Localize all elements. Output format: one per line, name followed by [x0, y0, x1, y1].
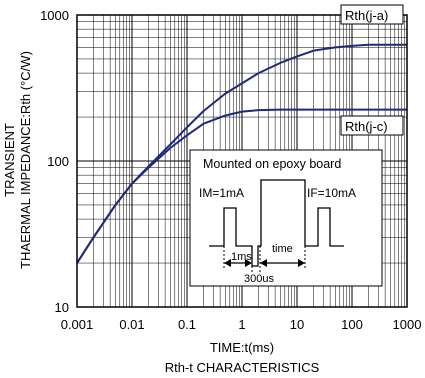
inset-300us-label: 300us [244, 273, 274, 285]
x-tick-label: 100 [341, 317, 363, 332]
inset-if-label: IF=10mA [307, 186, 356, 200]
legend-rth-ja: Rth(j-a) [340, 4, 404, 25]
x-axis-label: TIME:t(ms) [210, 340, 274, 355]
inset-title: Mounted on epoxy board [203, 157, 341, 171]
chart-title: Rth-t CHARACTERISTICS [165, 360, 320, 375]
x-tick-label: 0.1 [178, 317, 196, 332]
x-tick-label: 0.01 [119, 317, 144, 332]
legend-rth-jc-label: Rth(j-c) [345, 119, 388, 134]
inset-1ms-label: 1ms [231, 251, 252, 263]
legend-rth-jc: Rth(j-c) [340, 115, 404, 136]
inset-im-label: IM=1mA [199, 186, 244, 200]
x-tick-label: 10 [290, 317, 304, 332]
inset-time-label: time [272, 243, 293, 255]
legend-rth-ja-label: Rth(j-a) [345, 8, 388, 23]
y-tick-label: 100 [47, 154, 69, 169]
x-tick-label: 0.001 [61, 317, 94, 332]
plot-frame [76, 14, 408, 308]
y-axis-label-line1: TRANSIENT [2, 123, 17, 197]
y-axis-label-line2: THAERMAL IMPEDANCE:Rth (°C/W) [18, 51, 33, 269]
y-tick-label: 1000 [40, 8, 69, 23]
curves [76, 43, 407, 264]
y-tick-label: 10 [55, 300, 69, 315]
inset-box: Mounted on epoxy board IM=1mA IF=10mA 1m… [189, 149, 383, 287]
series-line-rth-jc [76, 108, 407, 264]
x-tick-label: 1000 [393, 317, 422, 332]
tick-labels: 0.001 0.01 0.1 1 10 100 1000 10 100 1000 [40, 8, 421, 332]
x-tick-label: 1 [238, 317, 245, 332]
